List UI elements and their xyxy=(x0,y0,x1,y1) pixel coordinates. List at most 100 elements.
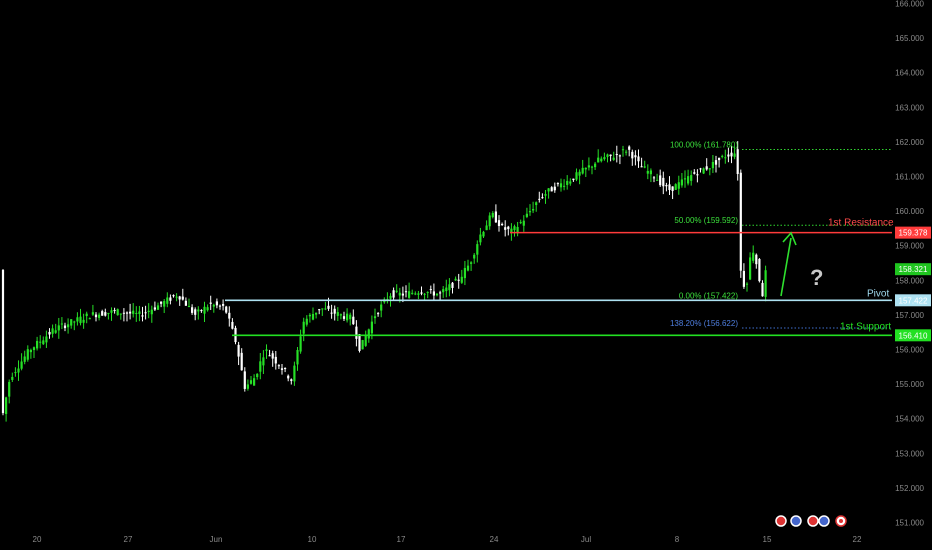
candle-body xyxy=(603,157,606,160)
candle-body xyxy=(209,302,212,304)
candle-body xyxy=(640,166,643,168)
candle-body xyxy=(228,312,231,319)
candle-body xyxy=(634,155,637,158)
candle-body xyxy=(553,186,556,191)
candle-body xyxy=(315,312,318,315)
candle-body xyxy=(439,292,442,294)
candle-body xyxy=(355,326,358,339)
candle-body xyxy=(451,282,454,288)
candle-body xyxy=(166,297,169,304)
candles-group xyxy=(1,141,767,422)
candle-body xyxy=(649,170,652,175)
candle-body xyxy=(755,254,758,265)
candle-body xyxy=(510,228,513,233)
candle-body xyxy=(665,185,668,187)
candle-body xyxy=(79,316,82,324)
candle-body xyxy=(212,304,215,307)
candle-body xyxy=(370,321,373,334)
candle-body xyxy=(296,350,299,365)
candle-body xyxy=(742,270,745,287)
candle-body xyxy=(584,167,587,170)
y-tick-label: 164.000 xyxy=(895,69,924,78)
candle-body xyxy=(42,340,45,345)
candle-body xyxy=(73,321,76,323)
candle-body xyxy=(330,312,333,314)
candle-body xyxy=(91,312,94,315)
candle-body xyxy=(600,158,603,162)
candle-body xyxy=(504,227,507,230)
candle-body xyxy=(522,220,525,226)
projection-arrow xyxy=(780,231,797,297)
candle-body xyxy=(172,295,175,297)
x-tick-label: 15 xyxy=(763,535,772,544)
x-tick-label: 8 xyxy=(675,535,680,544)
candle-body xyxy=(36,340,39,349)
candle-body xyxy=(243,371,246,389)
candle-body xyxy=(206,307,209,311)
candle-body xyxy=(318,309,321,311)
candle-body xyxy=(435,293,439,296)
candle-body xyxy=(20,361,23,369)
candle-body xyxy=(637,156,640,162)
candle-body xyxy=(615,153,618,155)
candle-body xyxy=(590,166,594,168)
candle-body xyxy=(26,349,29,360)
y-tick-label: 155.000 xyxy=(895,380,924,389)
candle-body xyxy=(516,226,519,234)
candle-body xyxy=(528,211,532,213)
candle-body xyxy=(460,276,463,283)
candle-body xyxy=(125,312,129,314)
candle-body xyxy=(411,292,414,294)
candle-body xyxy=(352,316,355,325)
candle-body xyxy=(497,220,501,227)
y-tick-label: 151.000 xyxy=(895,519,924,528)
candle-body xyxy=(494,211,497,223)
candle-body xyxy=(274,356,277,364)
candle-body xyxy=(454,278,457,281)
candle-body xyxy=(178,296,181,300)
candle-body xyxy=(699,168,702,170)
price-tag xyxy=(895,226,931,239)
candle-body xyxy=(442,289,445,293)
candle-body xyxy=(714,160,718,165)
x-tick-label: 20 xyxy=(33,535,42,544)
candle-body xyxy=(94,314,98,318)
candle-body xyxy=(423,293,426,295)
candle-body xyxy=(618,155,621,157)
candle-body xyxy=(727,154,730,157)
candle-body xyxy=(594,163,597,168)
candle-body xyxy=(271,353,274,359)
candle-body xyxy=(563,185,566,187)
candle-body xyxy=(51,328,54,334)
candle-body xyxy=(448,284,451,291)
candle-body xyxy=(308,314,311,317)
candle-body xyxy=(432,291,435,296)
candle-body xyxy=(116,309,119,316)
candle-body xyxy=(401,293,404,296)
candle-body xyxy=(48,331,51,335)
candle-body xyxy=(240,352,243,371)
candle-body xyxy=(311,314,315,320)
candle-body xyxy=(187,305,191,308)
candle-body xyxy=(349,314,352,320)
candle-body xyxy=(268,355,271,357)
candle-body xyxy=(621,149,625,151)
candle-body xyxy=(194,309,197,315)
candle-body xyxy=(674,184,677,190)
candle-body xyxy=(519,222,522,224)
candle-body xyxy=(342,316,346,319)
candle-body xyxy=(215,301,218,306)
candle-body xyxy=(277,365,280,367)
candle-body xyxy=(302,321,305,334)
candle-body xyxy=(373,316,377,319)
candle-body xyxy=(70,319,73,326)
y-tick-label: 157.000 xyxy=(895,311,924,320)
candle-body xyxy=(141,315,144,317)
candle-body xyxy=(76,317,79,322)
candle-body xyxy=(693,172,696,174)
candle-body xyxy=(677,182,680,189)
candle-body xyxy=(54,330,57,333)
candle-body xyxy=(82,319,85,323)
y-tick-label: 156.000 xyxy=(895,346,924,355)
